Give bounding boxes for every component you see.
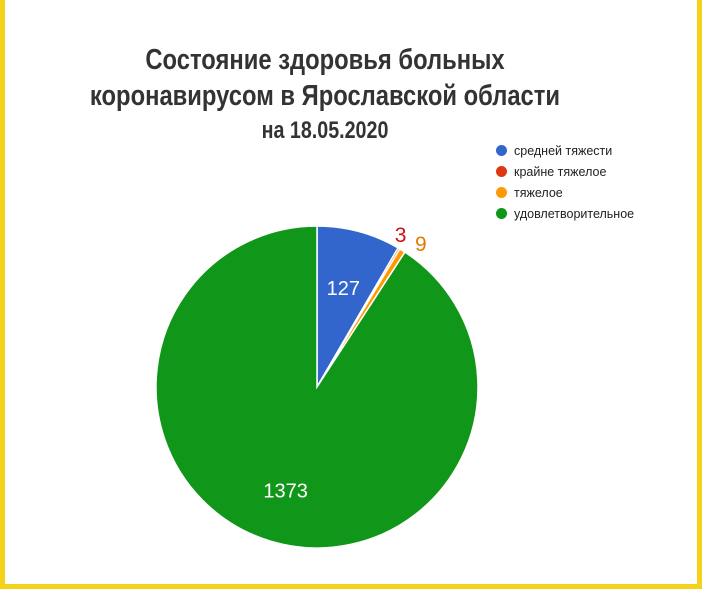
data-label-satisfactory: 1373 (263, 481, 308, 503)
data-label-critical: 3 (395, 224, 407, 247)
data-label-moderate: 127 (327, 278, 360, 300)
legend-swatch-critical (496, 166, 507, 177)
legend-swatch-moderate (496, 145, 507, 156)
legend-item-moderate[interactable]: средней тяжести (496, 140, 634, 161)
pie-slice-moderate[interactable] (316, 225, 400, 390)
legend-swatch-satisfactory (496, 208, 507, 219)
legend-label-moderate: средней тяжести (514, 143, 613, 158)
legend-label-severe: тяжелое (514, 185, 563, 200)
legend-label-satisfactory: удовлетворительное (514, 206, 635, 221)
chart-legend: средней тяжести крайне тяжелое тяжелое у… (496, 140, 634, 224)
chart-title-date: на 18.05.2020 (261, 117, 389, 144)
pie-slice-satisfactory[interactable] (155, 225, 479, 549)
legend-item-critical[interactable]: крайне тяжелое (496, 161, 634, 182)
legend-swatch-severe (496, 187, 507, 198)
data-label-severe: 9 (415, 233, 427, 256)
chart-title-line-1: Состояние здоровья больных (145, 44, 505, 76)
legend-item-severe[interactable]: тяжелое (496, 182, 634, 203)
legend-label-critical: крайне тяжелое (514, 164, 607, 179)
legend-item-satisfactory[interactable]: удовлетворительное (496, 203, 634, 224)
chart-title-line-2: коронавирусом в Ярославской области (89, 80, 561, 112)
